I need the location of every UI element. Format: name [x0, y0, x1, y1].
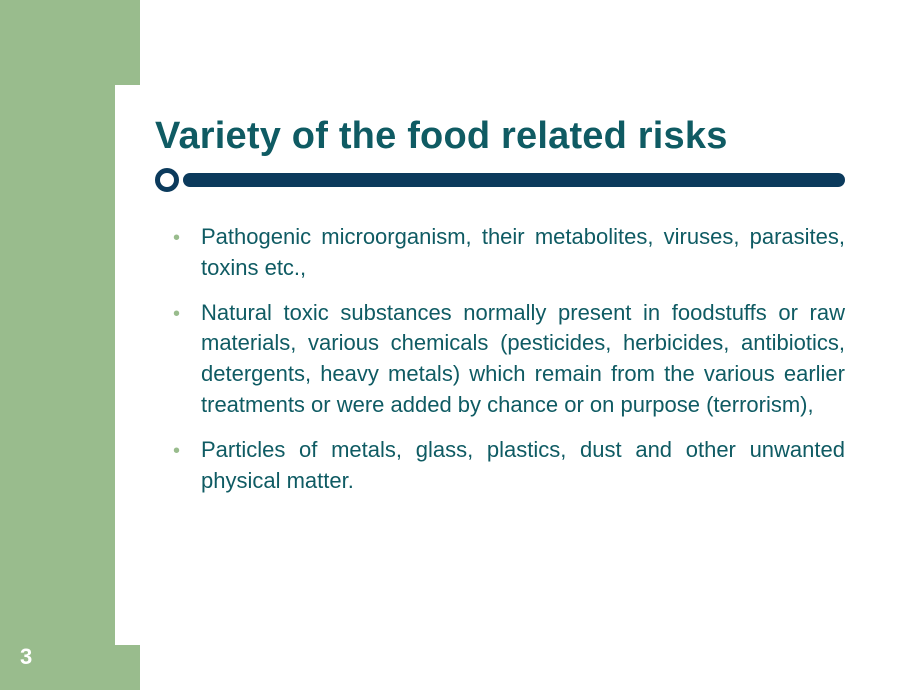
divider-circle-icon	[155, 168, 179, 192]
title-divider	[155, 168, 845, 192]
bullet-list: Pathogenic microorganism, their metaboli…	[155, 222, 845, 496]
list-item: Pathogenic microorganism, their metaboli…	[165, 222, 845, 284]
slide-content: Variety of the food related risks Pathog…	[115, 85, 885, 645]
divider-bar	[183, 173, 845, 187]
slide-title: Variety of the food related risks	[155, 115, 845, 158]
page-number: 3	[20, 644, 32, 670]
list-item: Particles of metals, glass, plastics, du…	[165, 435, 845, 497]
list-item: Natural toxic substances normally presen…	[165, 298, 845, 421]
